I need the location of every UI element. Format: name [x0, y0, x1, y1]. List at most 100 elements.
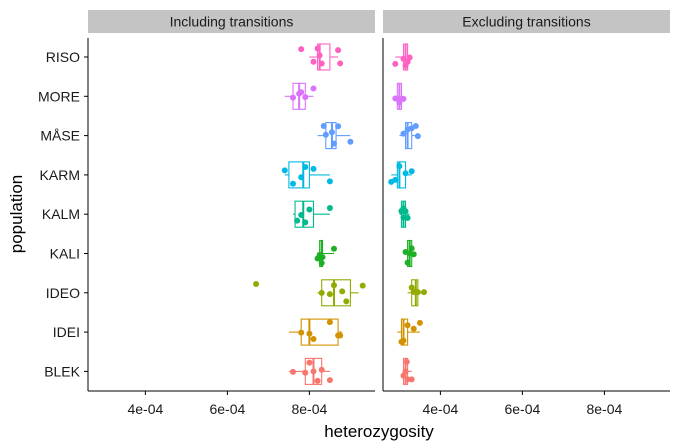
- y-tick-label: KARM: [40, 167, 80, 183]
- point-including-riso: [314, 45, 321, 52]
- point-including-idei: [306, 330, 313, 337]
- point-excluding-karm: [408, 168, 415, 175]
- point-including-mase: [328, 129, 335, 136]
- point-excluding-karm: [402, 170, 409, 177]
- y-axis-ticks: RISO MORE MÅSE KARM KALM KALI IDEO IDEI BLEK: [38, 49, 88, 379]
- point-including-riso: [318, 60, 325, 67]
- point-including-ideo: [331, 282, 337, 289]
- point-including-blek: [326, 377, 333, 384]
- point-including-ideo: [359, 282, 366, 289]
- point-including-more: [290, 94, 296, 101]
- facet-title-including: Including transitions: [170, 14, 294, 30]
- y-tick-label: BLEK: [44, 363, 80, 379]
- point-including-blek: [310, 368, 317, 375]
- facet-excluding: Excluding transitions: [383, 10, 670, 385]
- point-including-karm: [298, 174, 305, 181]
- x-tick-label: 6e-04: [209, 401, 245, 417]
- point-including-karm: [326, 178, 333, 185]
- y-tick-label: MÅSE: [40, 128, 80, 144]
- point-including-mase: [322, 131, 329, 138]
- y-tick-label: IDEO: [46, 285, 80, 301]
- point-including-kali: [331, 245, 337, 252]
- point-including-more: [302, 94, 309, 101]
- point-including-karm: [290, 180, 296, 187]
- point-excluding-idei: [416, 319, 423, 326]
- point-excluding-kalm: [402, 208, 409, 215]
- facet-including: Including transitions: [88, 10, 375, 385]
- point-excluding-ideo: [421, 289, 427, 296]
- point-including-ideo: [253, 280, 260, 287]
- point-including-kalm: [326, 204, 333, 211]
- point-including-riso: [335, 47, 342, 54]
- point-including-ideo: [326, 291, 333, 298]
- y-tick-label: KALI: [50, 246, 80, 262]
- point-excluding-mase: [400, 130, 407, 137]
- point-including-karm: [281, 167, 288, 174]
- point-excluding-riso: [392, 60, 399, 67]
- point-excluding-blek: [408, 376, 415, 383]
- point-including-karm: [310, 165, 317, 172]
- box-excluding-idei: [400, 318, 409, 346]
- y-tick-label: IDEI: [53, 324, 80, 340]
- point-including-idei: [310, 335, 317, 342]
- point-including-karm: [302, 164, 309, 171]
- point-excluding-ideo: [414, 289, 421, 296]
- x-axis-ticks: 4e-04 6e-04 8e-04 4e-04 6e-04 8e-04: [127, 391, 623, 417]
- point-including-mase: [320, 123, 327, 130]
- point-including-kalm: [298, 211, 305, 218]
- point-excluding-kali: [408, 245, 415, 252]
- point-including-mase: [331, 140, 337, 147]
- y-tick-label: MORE: [38, 88, 80, 104]
- x-tick-label: 8e-04: [586, 401, 622, 417]
- panel-excluding: [388, 43, 427, 385]
- x-tick-label: 6e-04: [504, 401, 540, 417]
- point-including-more: [310, 85, 317, 92]
- point-including-riso: [316, 52, 323, 59]
- point-excluding-idei: [410, 325, 417, 332]
- point-including-ideo: [343, 298, 350, 305]
- point-including-idei: [298, 329, 305, 336]
- point-excluding-karm: [396, 163, 403, 170]
- point-including-blek: [318, 366, 325, 373]
- point-including-kalm: [294, 217, 301, 224]
- point-including-kalm: [306, 206, 313, 213]
- point-excluding-idei: [400, 337, 407, 344]
- panel-including: [253, 43, 366, 385]
- point-including-more: [298, 89, 305, 96]
- point-excluding-idei: [404, 322, 411, 329]
- point-excluding-more: [400, 95, 407, 102]
- point-including-blek: [314, 377, 321, 384]
- point-including-riso: [298, 46, 305, 53]
- y-tick-label: RISO: [46, 49, 80, 65]
- y-axis-title: population: [7, 175, 26, 253]
- point-excluding-blek: [402, 368, 409, 375]
- point-including-idei: [326, 319, 333, 326]
- point-excluding-kali: [410, 251, 417, 258]
- point-including-kali: [318, 259, 325, 266]
- point-including-mase: [335, 123, 342, 130]
- x-tick-label: 8e-04: [291, 401, 327, 417]
- x-axis-title: heterozygosity: [324, 422, 434, 441]
- point-including-riso: [310, 58, 317, 65]
- point-including-kali: [319, 254, 326, 261]
- facet-title-excluding: Excluding transitions: [462, 14, 590, 30]
- point-including-idei: [337, 332, 344, 339]
- x-tick-label: 4e-04: [422, 401, 458, 417]
- point-including-blek: [306, 359, 313, 366]
- point-excluding-riso: [406, 54, 413, 61]
- point-excluding-karm: [392, 176, 399, 183]
- point-excluding-blek: [403, 358, 410, 365]
- y-tick-label: KALM: [42, 206, 80, 222]
- point-including-riso: [337, 60, 344, 67]
- point-including-ideo: [318, 289, 325, 296]
- facet-strip-including: [88, 10, 375, 33]
- x-tick-label: 4e-04: [127, 401, 163, 417]
- point-including-ideo: [339, 288, 346, 295]
- point-excluding-mase: [412, 122, 419, 129]
- point-including-kalm: [302, 219, 309, 226]
- point-including-blek: [302, 369, 309, 376]
- point-excluding-mase: [414, 133, 421, 140]
- point-excluding-kalm: [404, 214, 411, 221]
- point-including-blek: [290, 368, 296, 375]
